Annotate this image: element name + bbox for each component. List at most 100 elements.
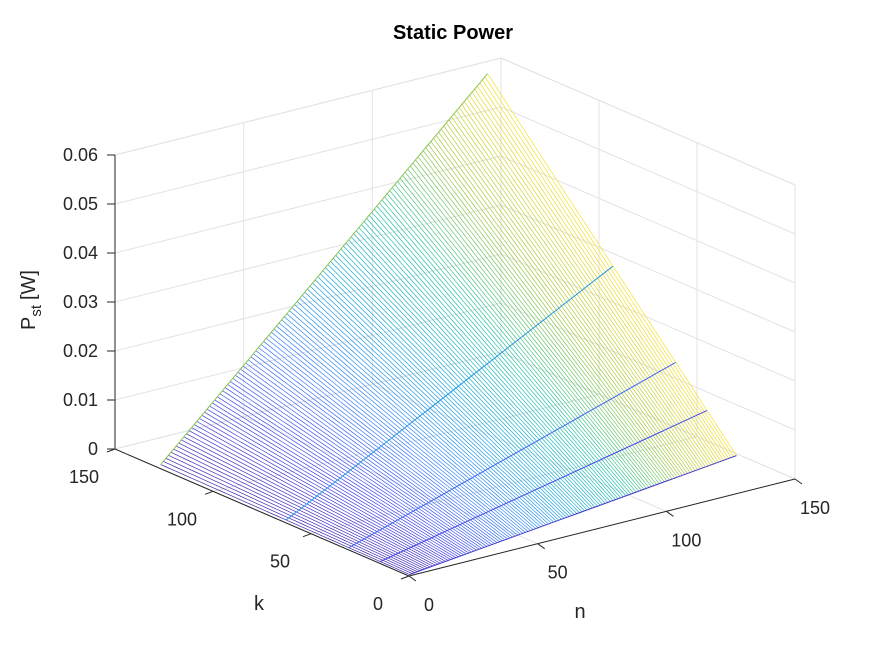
mesh-line-n	[453, 113, 704, 469]
mesh-line-n	[348, 239, 598, 507]
z-axis-label-sub: st	[28, 304, 45, 317]
mesh-line-n	[209, 405, 459, 558]
mesh-line-n	[278, 322, 529, 532]
mesh-line-n	[217, 396, 467, 555]
mesh-line-n	[296, 301, 547, 526]
mesh-line-n	[392, 187, 642, 491]
mesh-line-n	[163, 461, 413, 574]
k-tick-label: 50	[270, 552, 290, 572]
z-tick-label: 0.04	[63, 243, 98, 263]
mesh-line-n	[366, 218, 616, 500]
mesh-line-n	[332, 258, 583, 513]
k-tick-mark	[302, 533, 312, 538]
z-tick-label: 0	[88, 439, 98, 459]
mesh-line-n	[188, 430, 439, 565]
mesh-line-n	[307, 288, 557, 522]
mesh-line-n	[381, 199, 632, 495]
mesh-line-n	[399, 178, 650, 488]
mesh-line-n	[294, 304, 544, 527]
mesh-line-n	[368, 215, 619, 499]
mesh-line-n	[276, 325, 526, 533]
n-tick-mark	[794, 478, 803, 485]
n-tick-mark	[666, 510, 674, 517]
n-tick-label: 50	[548, 563, 568, 583]
mesh-line-n	[247, 359, 498, 543]
chart-title: Static Power	[393, 22, 513, 44]
mesh-line-n	[253, 353, 503, 542]
mesh-line-n	[160, 464, 410, 575]
z-axis-label-unit: [W]	[18, 270, 40, 300]
mesh-line-n	[487, 73, 737, 456]
mesh-line-n	[178, 442, 428, 569]
y-axis-label: k	[254, 593, 265, 615]
tick-labels: 0 50 100 150 0 50 100 150 0 0.01 0.02 0.03 0.04 0.05 0…	[63, 145, 830, 615]
mesh-line-n	[309, 285, 560, 521]
mesh-line-n	[374, 208, 624, 498]
mesh-line-n	[446, 122, 696, 471]
mesh-line-n	[435, 135, 686, 475]
mesh-line-n	[263, 341, 513, 538]
n-tick-label: 0	[424, 595, 434, 615]
mesh-line-n	[440, 128, 691, 473]
mesh-line-n	[181, 439, 431, 568]
n-tick-mark	[408, 575, 417, 582]
mesh-line-n	[325, 267, 575, 515]
mesh-line-n	[456, 110, 706, 468]
z-axis-label-main: P	[18, 317, 40, 330]
n-tick-label: 100	[671, 530, 701, 550]
mesh-line-n	[312, 282, 562, 520]
grid-line-z-side	[500, 155, 796, 284]
mesh-line-n	[173, 448, 423, 571]
mesh-line-n	[191, 427, 441, 564]
grid-line-z-side	[500, 253, 796, 382]
x-axis-label: n	[574, 601, 585, 623]
z-tick-label: 0.01	[63, 390, 98, 410]
z-tick-label: 0.03	[63, 292, 98, 312]
mesh-line-n	[363, 221, 614, 501]
mesh-line-n	[250, 356, 500, 543]
mesh-line-n	[410, 165, 660, 484]
mesh-line-n	[404, 171, 655, 486]
mesh-line-n	[286, 313, 536, 529]
mesh-line-n	[237, 371, 488, 547]
mesh-line-n	[227, 384, 477, 551]
mesh-line-n	[186, 433, 436, 566]
mesh-line-n	[430, 141, 681, 477]
mesh-line-n	[299, 298, 549, 525]
mesh-line-n	[461, 104, 711, 466]
axes	[106, 154, 803, 582]
mesh-line-n	[330, 261, 580, 513]
grid-line-z-back	[114, 204, 502, 303]
mesh-line-n	[258, 347, 508, 540]
mesh-line-n	[304, 291, 554, 523]
mesh-line-n	[479, 82, 730, 459]
k-tick-label: 150	[69, 467, 99, 487]
mesh-line-k	[348, 361, 676, 549]
mesh-line-n	[484, 76, 735, 457]
mesh-line-n	[397, 181, 647, 489]
mesh-line-n	[224, 387, 475, 552]
mesh-line-n	[464, 101, 714, 465]
mesh-line-n	[337, 251, 588, 511]
mesh-line-k	[160, 73, 488, 465]
k-tick-mark	[400, 575, 410, 580]
mesh-line-n	[407, 168, 657, 485]
mesh-line-n	[196, 421, 446, 562]
grid-line-k-floor	[310, 436, 698, 535]
mesh-line-n	[301, 295, 552, 524]
mesh-line-n	[340, 248, 591, 510]
mesh-line-n	[255, 350, 506, 541]
z-tick-label: 0.06	[63, 145, 98, 165]
mesh-line-n	[240, 368, 490, 546]
mesh-line-n	[168, 454, 418, 573]
mesh-line-n	[402, 175, 652, 487]
mesh-line-n	[428, 144, 678, 478]
mesh-line-k	[380, 410, 708, 562]
mesh-line-n	[281, 319, 531, 531]
grid-lines	[114, 57, 796, 577]
mesh-line-n	[358, 227, 609, 503]
mesh-line-n	[384, 196, 634, 494]
mesh-line-n	[214, 399, 464, 556]
mesh-line-n	[389, 190, 639, 492]
mesh-line-n	[343, 245, 593, 509]
